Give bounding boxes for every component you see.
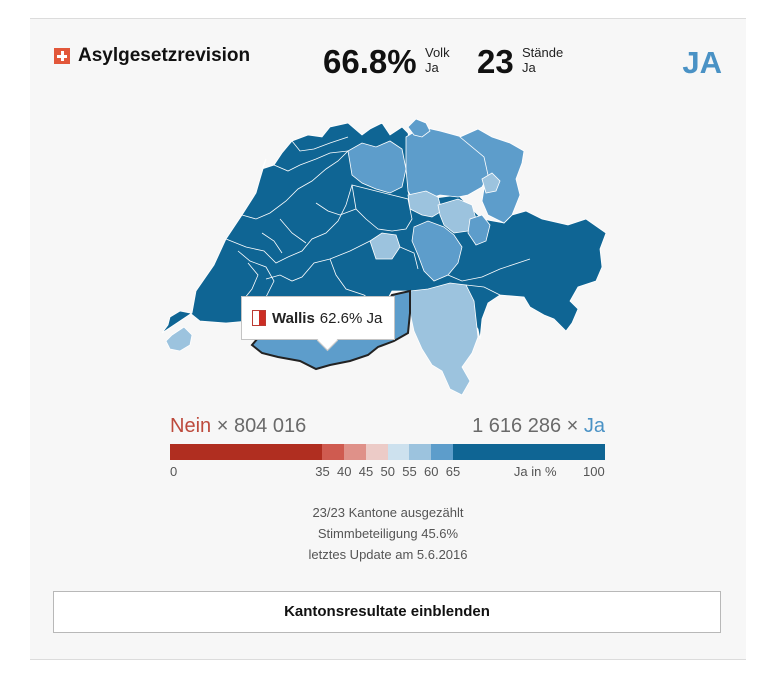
cantons-vote-label: Stände <box>522 45 564 60</box>
canton-tessin <box>409 282 479 396</box>
canton-appenzell <box>481 172 501 194</box>
canton-tooltip: Wallis 62.6% Ja <box>241 296 395 352</box>
legend-tick-label: 50 <box>380 464 395 479</box>
cantons-vote-caption: Stände Ja <box>522 45 563 75</box>
counted-status: 23/23 Kantone ausgezählt <box>312 505 464 520</box>
legend-segment <box>387 444 410 460</box>
update-status: letztes Update am 5.6.2016 <box>308 547 468 562</box>
yes-count: 1 616 286 × <box>472 415 579 437</box>
canton-schaffhausen <box>407 118 431 138</box>
map-landmass <box>161 122 607 340</box>
legend-segment <box>344 444 366 460</box>
legend-tick-label: 100 <box>583 464 605 479</box>
legend-segment <box>431 444 453 460</box>
canton-aargau <box>347 140 407 194</box>
legend-segment <box>452 444 605 460</box>
popular-vote-sub: Ja <box>425 60 439 75</box>
vote-verdict: JA <box>682 45 722 80</box>
popular-vote-caption: Volk Ja <box>425 45 450 75</box>
canton-luzern <box>351 184 413 232</box>
legend-tick-label: 0 <box>170 464 178 479</box>
legend-segment <box>365 444 388 460</box>
no-total: Nein × 804 016 <box>170 415 306 438</box>
vote-title: Asylgesetzrevision <box>78 45 251 66</box>
legend-tick-label: 40 <box>337 464 352 479</box>
vote-result-card: Asylgesetzrevision 66.8% Volk Ja 23 Stän… <box>30 18 746 660</box>
legend-segment <box>170 444 323 460</box>
swiss-flag-icon <box>54 48 70 64</box>
legend-tick-label: 60 <box>424 464 439 479</box>
switzerland-canton-map <box>161 118 607 396</box>
legend-segment <box>409 444 431 460</box>
yes-label: Ja <box>583 415 605 437</box>
legend-segment <box>322 444 344 460</box>
legend-tick-label: 55 <box>402 464 417 479</box>
canton-glarus <box>467 214 491 246</box>
yes-total: 1 616 286 × Ja <box>472 415 605 438</box>
legend-tick-label: Ja in % <box>513 464 557 479</box>
canton-zug <box>407 190 443 218</box>
tooltip-canton-name: Wallis <box>272 309 315 327</box>
wallis-flag-icon <box>252 310 266 326</box>
show-canton-results-button[interactable]: Kantonsresultate einblenden <box>53 591 721 633</box>
tooltip-canton-value: 62.6% Ja <box>319 309 383 327</box>
popular-vote-label: Volk <box>425 45 450 60</box>
popular-vote-value: 66.8% <box>323 43 417 80</box>
canton-uri <box>411 220 463 282</box>
cantons-vote-sub: Ja <box>522 60 536 75</box>
no-count: × 804 016 <box>216 415 307 437</box>
canton-genf <box>165 326 193 352</box>
turnout-status: Stimmbeteiligung 45.6% <box>317 526 459 541</box>
legend-tick-label: 35 <box>315 464 330 479</box>
no-label: Nein <box>170 415 212 437</box>
vote-title-group: Asylgesetzrevision <box>54 45 250 67</box>
legend-tick-label: 45 <box>358 464 374 479</box>
legend-tick-label: 65 <box>445 464 461 479</box>
cantons-vote-value: 23 <box>477 43 514 80</box>
legend-color-scale <box>170 444 605 460</box>
